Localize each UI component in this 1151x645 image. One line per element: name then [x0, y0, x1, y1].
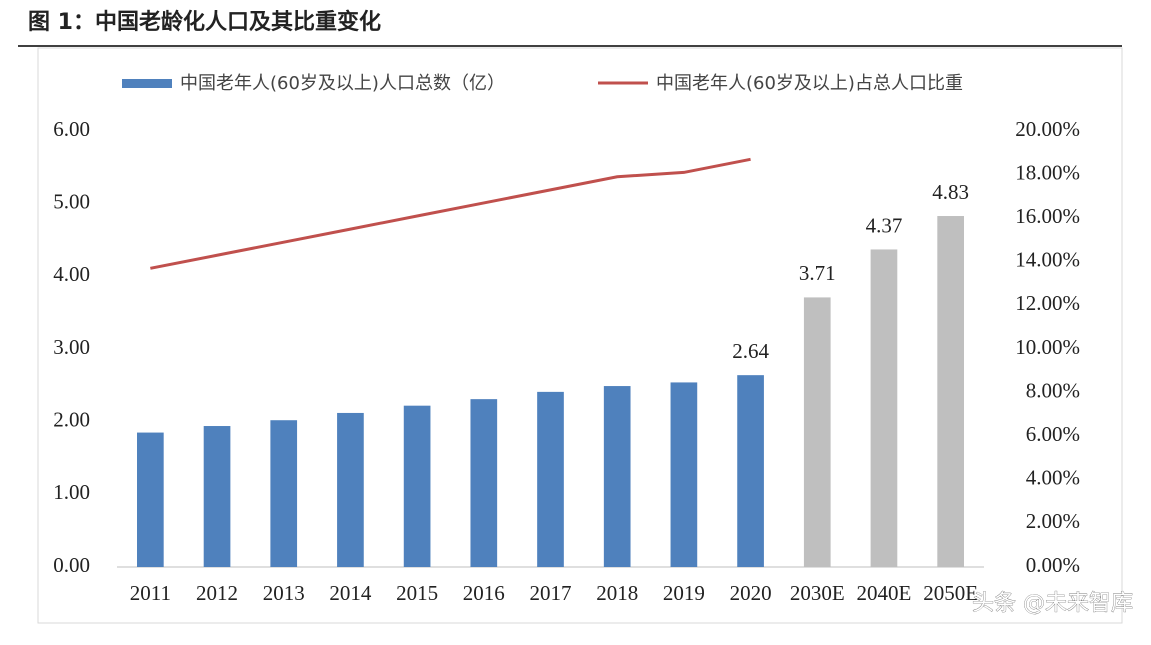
x-tick-label: 2018 [596, 581, 638, 605]
y2-tick-label: 6.00% [1026, 422, 1080, 446]
x-tick-label: 2013 [263, 581, 305, 605]
bar [537, 391, 564, 567]
y-tick-label: 4.00 [53, 262, 90, 286]
x-tick-label: 2016 [463, 581, 505, 605]
y2-tick-label: 2.00% [1026, 509, 1080, 533]
legend-label: 中国老年人(60岁及以上)占总人口比重 [656, 73, 963, 94]
value-label: 3.71 [799, 261, 836, 285]
bar [203, 426, 231, 567]
bar [403, 405, 431, 567]
y-tick-label: 2.00 [53, 407, 90, 431]
y2-tick-label: 12.00% [1015, 291, 1080, 315]
value-label: 4.83 [932, 180, 969, 204]
y2-tick-label: 8.00% [1026, 378, 1080, 402]
legend-label: 中国老年人(60岁及以上)人口总数（亿） [180, 73, 505, 94]
bar [603, 386, 631, 567]
y2-tick-label: 4.00% [1026, 466, 1080, 490]
y-tick-label: 0.00 [53, 553, 90, 577]
value-label: 2.64 [732, 339, 769, 363]
x-tick-label: 2012 [196, 581, 238, 605]
y-tick-label: 5.00 [53, 189, 90, 213]
chart-frame [37, 47, 1123, 624]
x-tick-label: 2019 [663, 581, 705, 605]
x-tick-label: 2017 [530, 581, 572, 605]
chart-title: 图 1：中国老龄化人口及其比重变化 [28, 9, 381, 35]
y2-tick-label: 18.00% [1015, 160, 1080, 184]
bar [137, 432, 164, 567]
value-label: 4.37 [866, 213, 903, 237]
x-tick-label: 2030E [790, 581, 845, 605]
watermark: 头条 @未来智库 [972, 591, 1133, 616]
bar [670, 382, 698, 567]
y2-tick-label: 0.00% [1026, 553, 1080, 577]
bar [937, 216, 964, 567]
bar [337, 412, 364, 567]
bar [470, 399, 498, 567]
y2-tick-label: 14.00% [1015, 248, 1080, 272]
y2-tick-label: 16.00% [1015, 204, 1080, 228]
x-tick-label: 2015 [396, 581, 438, 605]
y2-tick-label: 20.00% [1015, 117, 1080, 141]
y2-tick-label: 10.00% [1015, 335, 1080, 359]
x-tick-label: 2014 [329, 581, 372, 605]
x-tick-label: 2040E [857, 581, 912, 605]
y-tick-label: 3.00 [53, 335, 90, 359]
bar [270, 420, 298, 567]
bar [803, 297, 831, 567]
x-tick-label: 2050E [923, 581, 978, 605]
bar [870, 249, 898, 568]
x-tick-label: 2011 [130, 581, 171, 605]
legend-swatch [122, 79, 172, 88]
x-tick-label: 2020 [730, 581, 772, 605]
y-tick-label: 6.00 [53, 117, 90, 141]
line [150, 157, 751, 270]
y-tick-label: 1.00 [53, 480, 90, 504]
bar [737, 375, 764, 567]
